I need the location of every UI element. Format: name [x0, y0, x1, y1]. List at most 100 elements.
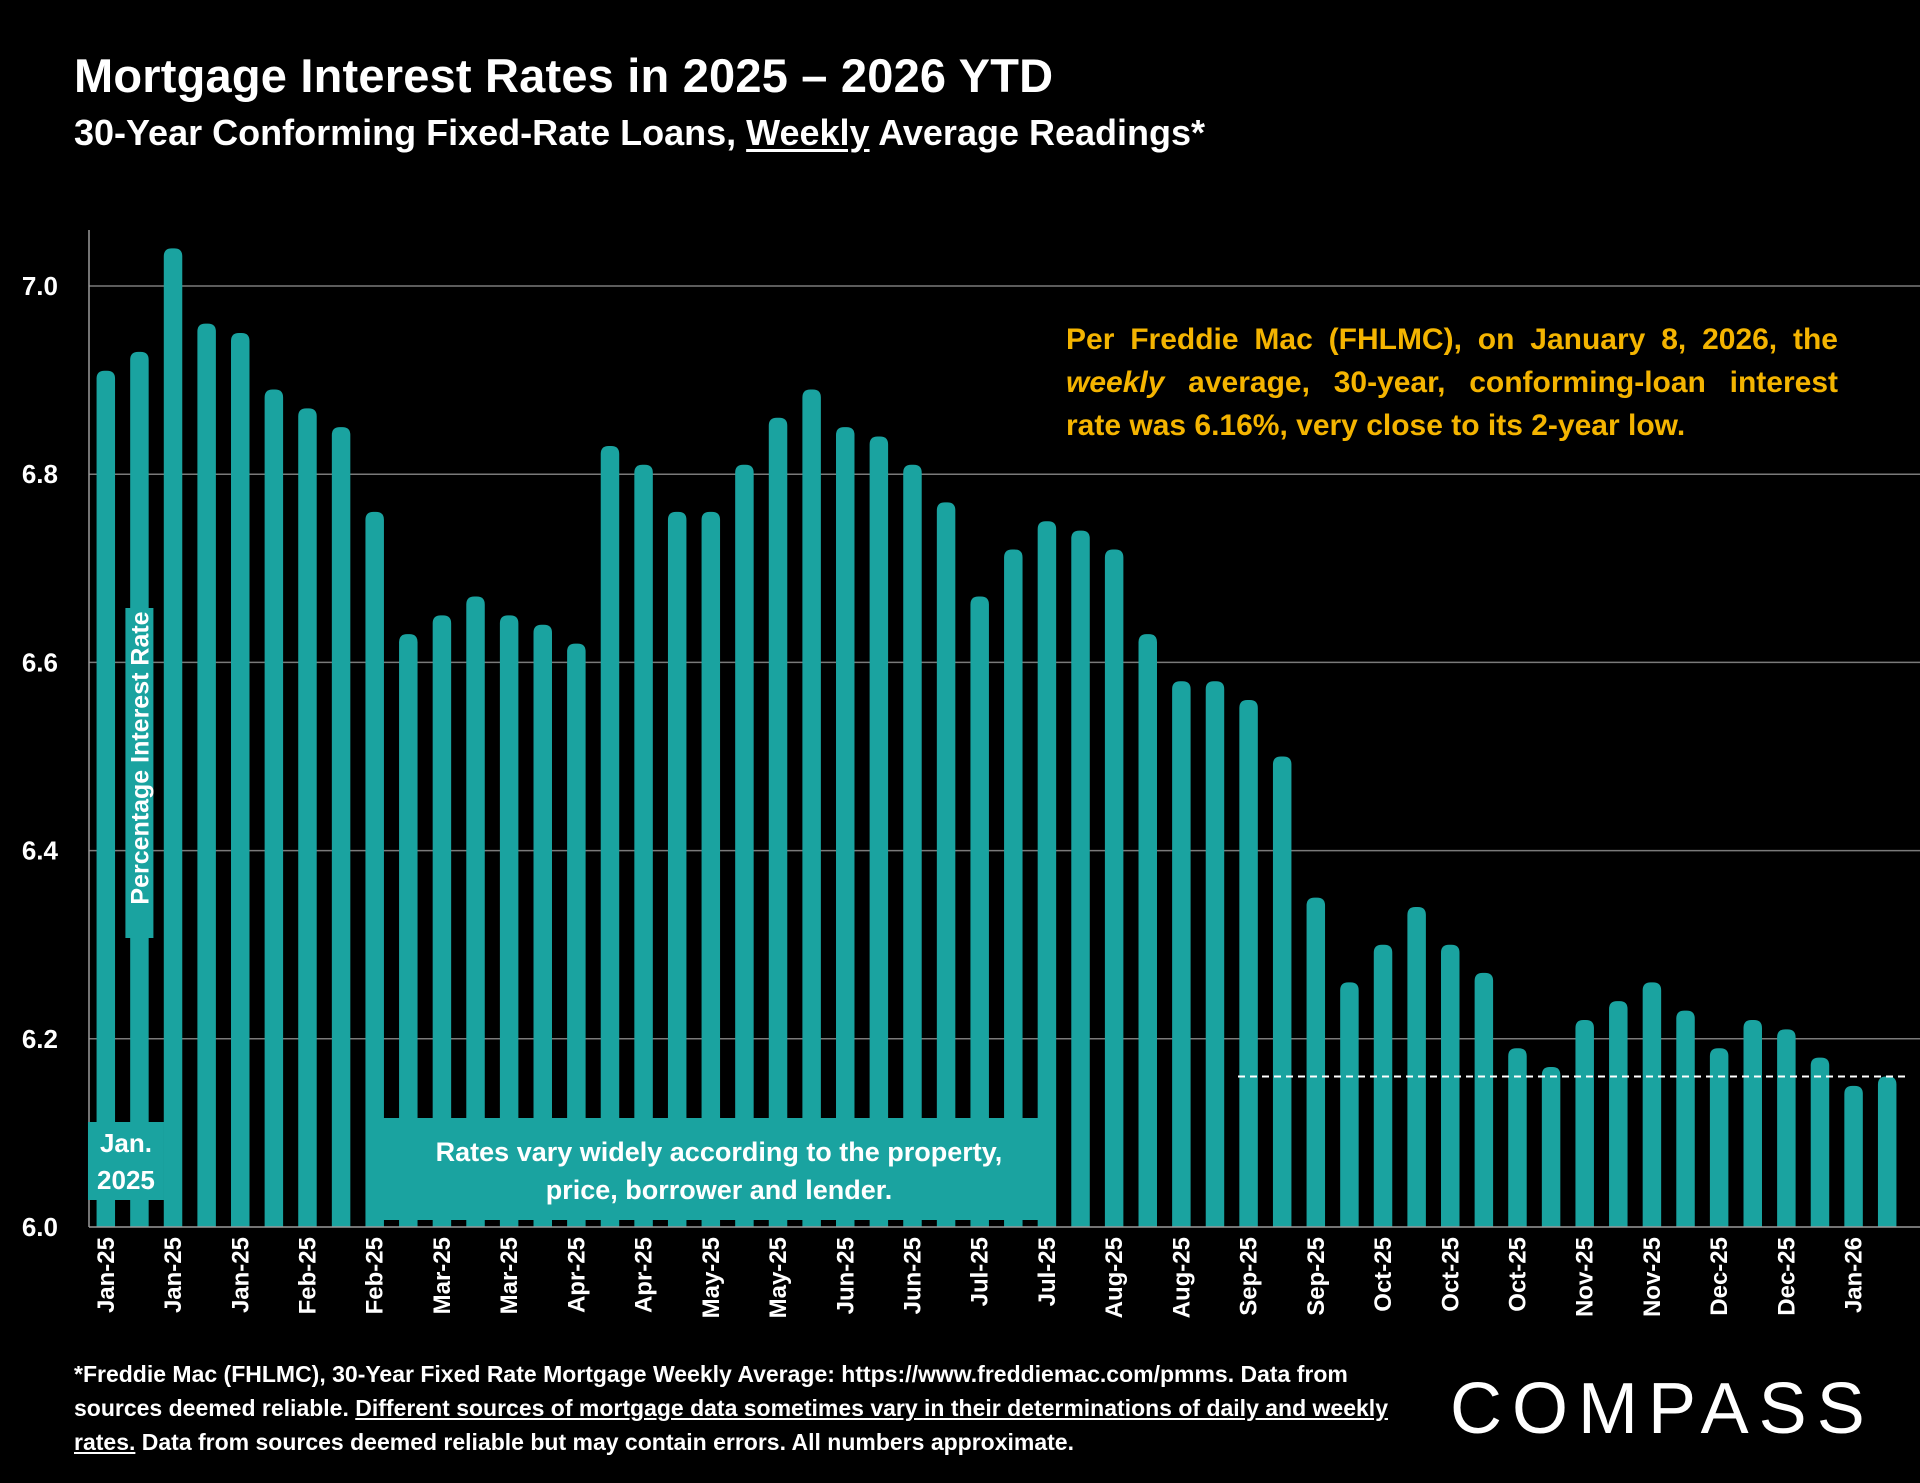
bar [1777, 1029, 1796, 1227]
bar [432, 615, 452, 1227]
bar [1239, 700, 1258, 1227]
subtitle-text-before: 30-Year Conforming Fixed-Rate Loans, [74, 112, 747, 153]
chart-title: Mortgage Interest Rates in 2025 – 2026 Y… [74, 49, 1054, 102]
bar [802, 389, 821, 1227]
bar [466, 596, 485, 1227]
x-tick-label: Aug-25 [1101, 1237, 1128, 1318]
callout-text: Per Freddie Mac (FHLMC), on January 8, 2… [1066, 318, 1838, 447]
bar [1844, 1085, 1863, 1227]
x-tick-label: Sep-25 [1236, 1237, 1263, 1316]
bar [399, 634, 418, 1227]
bar [1810, 1057, 1830, 1227]
x-tick-label: Feb-25 [362, 1237, 389, 1314]
bar [970, 596, 989, 1227]
y-tick-label: 6.4 [22, 836, 59, 866]
x-tick-label: Oct-25 [1504, 1237, 1531, 1312]
bar [1508, 1048, 1527, 1227]
bar [600, 445, 620, 1228]
first-bar-label-box [87, 1122, 164, 1200]
x-tick-label: Jun-25 [832, 1237, 859, 1314]
bar [701, 511, 721, 1228]
note-box [383, 1118, 1055, 1220]
bar [197, 323, 216, 1227]
x-tick-label: Oct-25 [1437, 1237, 1464, 1312]
first-bar-label-line2: 2025 [97, 1165, 155, 1195]
bar [1541, 1067, 1561, 1227]
y-axis: 6.0 6.2 6.4 6.6 6.8 7.0 [22, 230, 1920, 1242]
bar [1676, 1010, 1695, 1227]
x-tick-label: Feb-25 [294, 1237, 321, 1314]
bar [1004, 549, 1023, 1227]
bar [903, 464, 922, 1227]
bar [836, 427, 855, 1227]
bar [667, 511, 687, 1228]
bar [1575, 1019, 1594, 1227]
bar [634, 464, 653, 1227]
bar [1877, 1076, 1897, 1227]
callout-text-part1: Per Freddie Mac (FHLMC), on January 8, 2… [1066, 323, 1838, 356]
bar [869, 436, 889, 1227]
bar [735, 464, 754, 1227]
bar [163, 248, 183, 1228]
callout-text-italic: weekly [1066, 366, 1165, 399]
y-axis-label-box [125, 608, 154, 938]
x-tick-label: Aug-25 [1168, 1237, 1195, 1318]
y-axis-label: Percentage Interest Rate [126, 611, 154, 904]
note-line2: price, borrower and lender. [546, 1175, 893, 1205]
bar [331, 427, 351, 1227]
bar [1743, 1019, 1762, 1227]
x-tick-label: Jan-25 [227, 1237, 254, 1313]
y-tick-label: 6.8 [22, 459, 58, 489]
bar [1037, 521, 1057, 1227]
x-tick-label: Jan-25 [93, 1237, 120, 1313]
bar [264, 389, 284, 1227]
x-tick-label: Nov-25 [1639, 1237, 1666, 1317]
x-tick-label: Mar-25 [429, 1237, 456, 1314]
bar [768, 417, 788, 1227]
note-line1: Rates vary widely according to the prope… [436, 1137, 1003, 1167]
x-tick-label: Jan-25 [160, 1237, 187, 1313]
subtitle-text-underlined: Weekly [746, 112, 870, 153]
bars [96, 248, 1897, 1228]
callout-text-part2: average, 30-year, conforming-loan intere… [1066, 366, 1838, 442]
x-tick-label: Jun-25 [899, 1237, 926, 1314]
x-tick-label: Oct-25 [1370, 1237, 1397, 1312]
x-tick-label: Dec-25 [1773, 1237, 1800, 1316]
x-tick-label: Sep-25 [1303, 1237, 1330, 1316]
x-tick-label: Jan-26 [1841, 1237, 1868, 1313]
x-axis: Jan-25 Jan-25 Jan-25 Feb-25 Feb-25 Mar-25 Mar-… [93, 1237, 1868, 1318]
y-tick-label: 6.0 [22, 1212, 58, 1242]
annotations: Percentage Interest Rate Jan. 2025 Rates va… [87, 608, 1910, 1220]
bar [1441, 944, 1460, 1227]
bar [1104, 549, 1124, 1227]
bar [1205, 681, 1225, 1227]
bar [1138, 634, 1157, 1227]
x-tick-label: Dec-25 [1706, 1237, 1733, 1316]
compass-logo: COMPASS [1450, 1369, 1875, 1449]
bar [1272, 756, 1292, 1227]
bar [1306, 897, 1326, 1227]
x-tick-label: May-25 [698, 1237, 725, 1318]
x-tick-label: Apr-25 [563, 1237, 590, 1313]
bar [96, 370, 116, 1227]
bar [1172, 681, 1191, 1227]
bar [567, 643, 586, 1227]
bar [1340, 982, 1359, 1227]
bar [365, 511, 384, 1228]
bar [1373, 944, 1393, 1227]
y-tick-label: 6.6 [22, 647, 58, 677]
bar [1709, 1048, 1729, 1227]
bar [231, 333, 250, 1227]
x-tick-label: May-25 [765, 1237, 792, 1318]
y-tick-label: 7.0 [22, 271, 58, 301]
x-tick-label: Nov-25 [1572, 1237, 1599, 1317]
bar [1642, 982, 1662, 1227]
subtitle-text-after: Average Readings* [869, 112, 1206, 153]
footnote-part1: *Freddie Mac (FHLMC), 30-Year Fixed Rate… [74, 1361, 1348, 1421]
x-tick-label: Apr-25 [631, 1237, 658, 1313]
x-tick-label: Jul-25 [1034, 1237, 1061, 1306]
bar [936, 502, 956, 1227]
bar [1407, 907, 1426, 1227]
bar [499, 615, 519, 1227]
